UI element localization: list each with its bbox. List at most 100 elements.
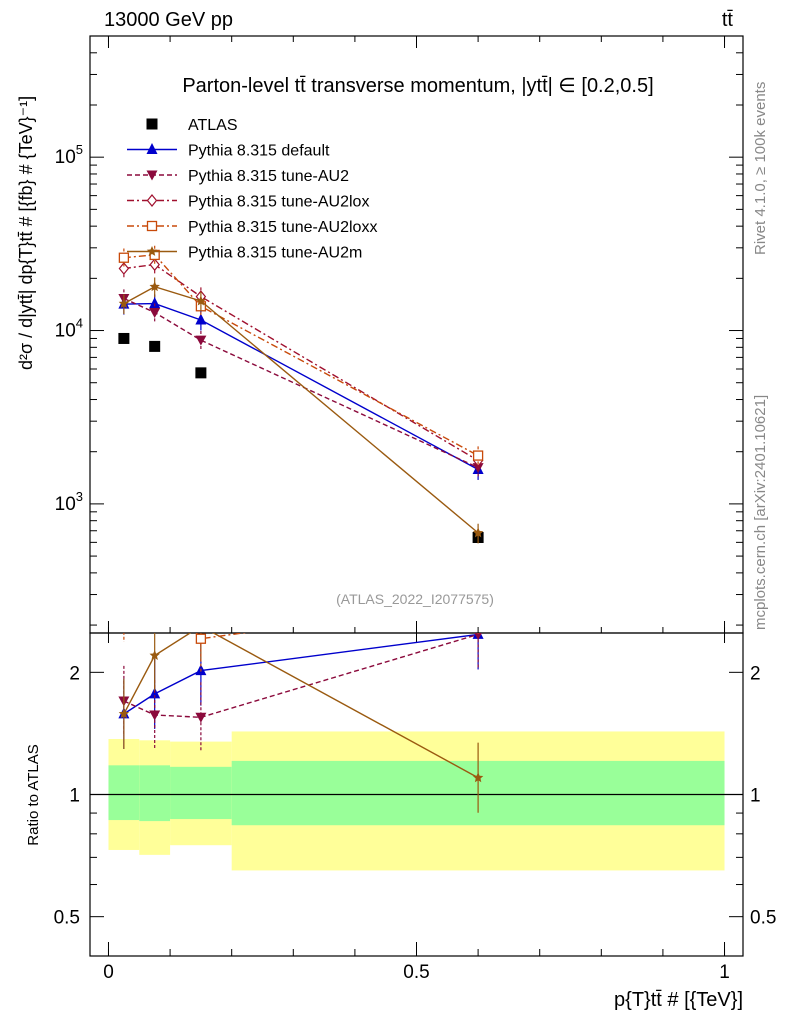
ratio-point bbox=[195, 633, 207, 644]
ratio-series-2 bbox=[118, 621, 484, 813]
ratio-y-tick-label: 2 bbox=[69, 663, 80, 684]
data-point bbox=[149, 281, 160, 292]
legend-marker bbox=[146, 118, 158, 130]
series-0 bbox=[118, 332, 484, 543]
legend-entry: Pythia 8.315 tune-AU2lox bbox=[127, 194, 369, 211]
ratio-y-tick-label-right: 1 bbox=[750, 786, 761, 807]
series-2 bbox=[118, 289, 484, 479]
series-line bbox=[123, 263, 479, 462]
main-y-tick-label: 105 bbox=[55, 142, 83, 168]
ratio-point bbox=[149, 650, 160, 660]
main-y-label: d²σ / d|ytt̄| dp{T}tt̄ # [{fb} # {TeV}⁻¹… bbox=[16, 96, 36, 370]
ratio-point bbox=[149, 710, 161, 721]
data-point bbox=[472, 527, 484, 538]
legend-label: Pythia 8.315 tune-AU2loxx bbox=[188, 219, 377, 236]
ratio-point bbox=[196, 621, 206, 631]
main-panel: Parton-level tt̄ transverse momentum, |y… bbox=[16, 35, 744, 634]
legend-entry: Pythia 8.315 tune-AU2 bbox=[127, 168, 349, 185]
data-point bbox=[118, 298, 130, 309]
main-y-tick-exp: 4 bbox=[76, 316, 83, 331]
ratio-y-tick-label-right: 0.5 bbox=[750, 908, 776, 929]
main-y-tick-base: 10 bbox=[55, 147, 76, 168]
legend-label: Pythia 8.315 tune-AU2 bbox=[188, 168, 349, 185]
legend-marker bbox=[146, 143, 158, 154]
legend-entry: Pythia 8.315 tune-AU2m bbox=[127, 245, 362, 262]
legend-marker bbox=[146, 194, 158, 207]
ratio-series-1 bbox=[118, 633, 482, 753]
ratio-axes: 0.5 0.5 1 1 2 2 0 0.5 1 bbox=[54, 633, 776, 983]
header-process: tt̄ bbox=[722, 9, 734, 31]
data-point bbox=[149, 258, 160, 272]
rivet-watermark: Rivet 4.1.0, ≥ 100k events bbox=[752, 82, 769, 255]
main-y-tick-base: 10 bbox=[55, 494, 76, 515]
mcplots-watermark: mcplots.cern.ch [arXiv:2401.10621] bbox=[752, 395, 769, 630]
ratio-line bbox=[123, 633, 479, 779]
x-axis-label: p{T}tt̄ # [{TeV}] bbox=[614, 989, 743, 1011]
legend-marker bbox=[146, 220, 158, 232]
data-point bbox=[149, 340, 161, 352]
ratio-point bbox=[119, 602, 128, 611]
legend-marker bbox=[146, 246, 158, 256]
ratio-point bbox=[118, 708, 130, 719]
data-point bbox=[118, 252, 130, 263]
main-title-text: Parton-level tt̄ transverse momentum, |y… bbox=[182, 75, 653, 97]
main-y-tick-exp: 5 bbox=[76, 142, 83, 157]
series-line bbox=[123, 285, 479, 534]
ratio-series-3 bbox=[119, 574, 479, 674]
data-point bbox=[472, 450, 484, 461]
main-y-tick-exp: 3 bbox=[76, 489, 83, 504]
series-1 bbox=[118, 294, 484, 480]
ratio-band-inner bbox=[139, 765, 171, 822]
legend-entry: Pythia 8.315 tune-AU2loxx bbox=[127, 219, 377, 236]
ratio-line bbox=[123, 633, 479, 719]
series-5 bbox=[118, 277, 484, 544]
ratio-series-0 bbox=[118, 633, 484, 749]
legend-entry: ATLAS bbox=[146, 117, 238, 134]
data-point bbox=[195, 313, 207, 325]
main-y-tick-base: 10 bbox=[55, 321, 76, 342]
legend-label: Pythia 8.315 tune-AU2m bbox=[188, 245, 362, 262]
ratio-point bbox=[195, 712, 207, 723]
data-point bbox=[195, 295, 207, 306]
header-energy: 13000 GeV pp bbox=[104, 9, 233, 31]
main-series bbox=[118, 245, 484, 544]
legend-label: Pythia 8.315 default bbox=[188, 143, 330, 160]
ratio-band-inner bbox=[170, 766, 232, 820]
main-y-tick-label: 103 bbox=[55, 489, 83, 515]
ratio-point bbox=[472, 772, 484, 783]
ratio-point bbox=[474, 633, 482, 640]
legend-entry: Pythia 8.315 default bbox=[127, 143, 330, 160]
ratio-y-tick-label: 1 bbox=[69, 786, 80, 807]
ratio-line bbox=[195, 633, 248, 640]
x-tick-label: 0.5 bbox=[403, 962, 429, 983]
ratio-line bbox=[123, 633, 479, 715]
legend-label: Pythia 8.315 tune-AU2lox bbox=[188, 194, 369, 211]
ratio-band-inner bbox=[108, 765, 140, 821]
data-point bbox=[118, 262, 130, 275]
ratio-series bbox=[118, 574, 484, 813]
series-4 bbox=[118, 245, 484, 467]
legend-marker bbox=[146, 170, 158, 181]
series-line bbox=[123, 254, 479, 457]
ratio-y-tick-label-right: 2 bbox=[750, 663, 761, 684]
data-point bbox=[118, 332, 130, 344]
main-y-tick-label: 104 bbox=[55, 316, 83, 342]
x-tick-label: 1 bbox=[719, 962, 730, 983]
series-line bbox=[123, 302, 479, 471]
main-title: Parton-level tt̄ transverse momentum, |y… bbox=[182, 75, 653, 97]
ratio-point bbox=[150, 574, 159, 583]
ratio-y-tick-label: 0.5 bbox=[54, 908, 80, 929]
analysis-label: (ATLAS_2022_I2077575) bbox=[336, 591, 494, 607]
series-3 bbox=[118, 255, 484, 471]
legend: ATLAS Pythia 8.315 default Pythia 8.315 tu… bbox=[127, 117, 377, 262]
data-point bbox=[149, 297, 161, 309]
data-point bbox=[149, 308, 161, 319]
ratio-y-label: Ratio to ATLAS bbox=[25, 744, 42, 845]
series-line bbox=[123, 297, 479, 469]
data-point bbox=[195, 367, 207, 379]
data-point bbox=[195, 335, 207, 346]
ratio-panel: 0.5 0.5 1 1 2 2 0 0.5 1 Ratio to ATLAS p{T}tt̄ #… bbox=[25, 574, 776, 1011]
legend-label: ATLAS bbox=[188, 117, 238, 134]
